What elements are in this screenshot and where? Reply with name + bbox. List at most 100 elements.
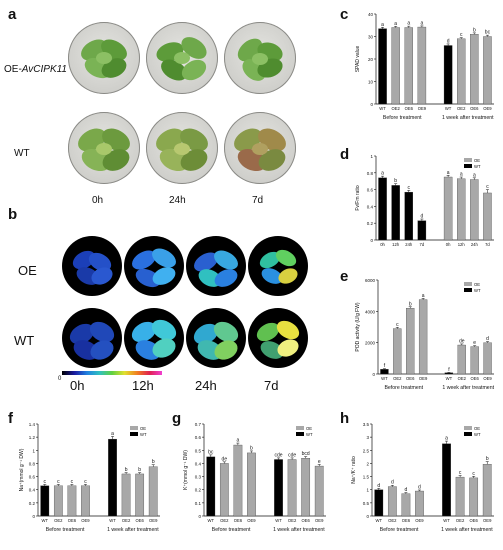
legend-label: OE bbox=[474, 282, 480, 287]
y-tick-label: 1 bbox=[32, 448, 35, 453]
bar bbox=[374, 489, 384, 517]
bar bbox=[470, 179, 479, 241]
significance-letter: a bbox=[445, 436, 448, 442]
legend-label: WT bbox=[140, 432, 147, 437]
y-tick-label: 0.2 bbox=[367, 221, 374, 226]
dish-wt-0h bbox=[68, 112, 140, 184]
significance-letter: b bbox=[152, 459, 155, 465]
significance-letter: cde bbox=[288, 452, 296, 458]
significance-letter: c bbox=[396, 322, 399, 328]
significance-letter: b bbox=[486, 456, 489, 462]
bar bbox=[378, 177, 387, 241]
x-tick-label: 24h bbox=[471, 242, 479, 247]
bar bbox=[108, 438, 117, 517]
legend-label: WT bbox=[474, 288, 481, 293]
legend-swatch bbox=[130, 426, 138, 430]
group-label-after: 1 week after treatment bbox=[441, 527, 493, 533]
x-tick-label: WT bbox=[208, 518, 215, 523]
significance-letter: b bbox=[473, 27, 476, 33]
x-tick-label: OE9 bbox=[315, 518, 324, 523]
y-tick-label: 4000 bbox=[365, 309, 376, 314]
y-tick-label: 0.8 bbox=[29, 461, 36, 466]
bar bbox=[406, 308, 415, 375]
plate-wt-0h bbox=[62, 308, 122, 368]
significance-letter: a bbox=[447, 170, 450, 176]
x-tick-label: OE9 bbox=[149, 518, 158, 523]
x-tick-label: 7d bbox=[420, 242, 425, 247]
y-tick-label: 1 bbox=[370, 154, 373, 159]
significance-letter: a bbox=[473, 172, 476, 178]
y-tick-label: 0.6 bbox=[367, 188, 374, 193]
bar bbox=[401, 493, 411, 517]
bar bbox=[483, 36, 492, 105]
x-tick-label: OE2 bbox=[457, 106, 466, 111]
chart-f-na: 0 0.2 0.4 0.6 0.8 1 1.2 1.4 Na⁺(mmol g⁻¹ DW) c WT c… bbox=[19, 422, 160, 533]
bar bbox=[121, 473, 131, 517]
group-label-after: 1 week after treatment bbox=[442, 115, 494, 121]
bar bbox=[457, 344, 466, 375]
x-tick-label: OE6 bbox=[135, 518, 144, 523]
bar bbox=[378, 28, 387, 105]
bar bbox=[442, 443, 451, 517]
y-tick-label: 20 bbox=[368, 57, 374, 62]
chart-c-spad: 0 10 20 30 40 SPAD value a WT a OE2 a OE6 a OE9 d WT c OE… bbox=[355, 12, 494, 121]
plate-wt-12h bbox=[124, 308, 184, 368]
legend-swatch bbox=[130, 432, 138, 436]
dish-oe-24h bbox=[146, 22, 218, 94]
significance-letter: c bbox=[71, 479, 74, 485]
x-tick-label: OE6 bbox=[469, 518, 478, 523]
bar bbox=[418, 299, 428, 375]
panel-a-time-0: 0h bbox=[92, 195, 104, 206]
significance-letter: c bbox=[57, 479, 60, 485]
group-label-after: 1 week after treatment bbox=[273, 527, 325, 533]
x-tick-label: WT bbox=[379, 106, 386, 111]
significance-letter: c bbox=[459, 470, 462, 476]
x-tick-label: OE2 bbox=[388, 518, 397, 523]
x-tick-label: OE6 bbox=[68, 518, 77, 523]
x-tick-label: OE2 bbox=[54, 518, 63, 523]
x-tick-label: WT bbox=[381, 376, 388, 381]
oe-plant-7d bbox=[237, 38, 283, 81]
panel-a-oe-label: OE-AvCIPK11 bbox=[4, 64, 67, 75]
y-tick-label: 0.5 bbox=[195, 448, 202, 453]
x-tick-label: WT bbox=[443, 518, 450, 523]
y-tick-label: 0.1 bbox=[195, 501, 202, 506]
panel-a-time-2: 7d bbox=[252, 195, 264, 206]
panel-a-wt-label: WT bbox=[14, 148, 30, 159]
bar bbox=[219, 463, 229, 517]
legend-swatch bbox=[464, 164, 472, 168]
significance-letter: a bbox=[407, 21, 410, 27]
panel-b-time-2: 24h bbox=[195, 378, 217, 393]
y-tick-label: 0.2 bbox=[195, 488, 202, 493]
significance-letter: de bbox=[459, 338, 465, 344]
panel-h-letter: h bbox=[340, 410, 350, 427]
x-tick-label: 24h bbox=[405, 242, 413, 247]
bar bbox=[380, 369, 389, 375]
legend-label: WT bbox=[474, 164, 481, 169]
significance-letter: a bbox=[111, 431, 114, 437]
y-tick-label: 10 bbox=[368, 80, 374, 85]
significance-letter: c bbox=[84, 479, 87, 485]
panel-b-time-3: 7d bbox=[264, 378, 279, 393]
dish-oe-7d bbox=[224, 22, 296, 94]
x-tick-label: OE6 bbox=[402, 518, 411, 523]
legend-label: OE bbox=[140, 426, 146, 431]
significance-letter: b bbox=[125, 467, 128, 473]
x-tick-label: WT bbox=[42, 518, 49, 523]
bar bbox=[274, 459, 283, 517]
x-tick-label: OE6 bbox=[470, 376, 479, 381]
x-tick-label: OE2 bbox=[391, 106, 400, 111]
significance-letter: de bbox=[222, 456, 228, 462]
significance-letter: f bbox=[448, 367, 450, 373]
bar bbox=[483, 342, 492, 375]
y-tick-label: 0 bbox=[372, 372, 375, 377]
y-axis-label: POD activity (U/g FW) bbox=[355, 302, 361, 352]
significance-letter: b bbox=[138, 467, 141, 473]
panel-f-letter: f bbox=[8, 410, 13, 427]
panel-d-letter: d bbox=[340, 146, 350, 163]
x-tick-label: OE9 bbox=[483, 376, 492, 381]
x-tick-label: OE2 bbox=[288, 518, 297, 523]
wt-plant-24h bbox=[156, 128, 208, 172]
group-label-after: 1 week after treatment bbox=[442, 385, 494, 391]
significance-letter: d bbox=[420, 214, 423, 220]
